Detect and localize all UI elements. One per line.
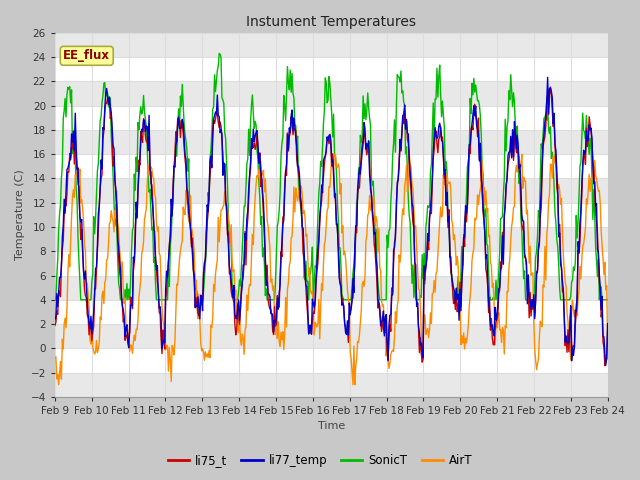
Bar [55,82,607,106]
Bar [55,130,607,154]
Title: Instument Temperatures: Instument Temperatures [246,15,416,29]
Bar [55,372,607,397]
Bar [55,33,607,57]
Legend: li75_t, li77_temp, SonicT, AirT: li75_t, li77_temp, SonicT, AirT [163,449,477,472]
Bar [55,179,607,203]
Text: EE_flux: EE_flux [63,49,110,62]
Bar [55,227,607,251]
Bar [55,324,607,348]
Y-axis label: Temperature (C): Temperature (C) [15,169,25,260]
Bar [55,276,607,300]
X-axis label: Time: Time [317,421,345,432]
